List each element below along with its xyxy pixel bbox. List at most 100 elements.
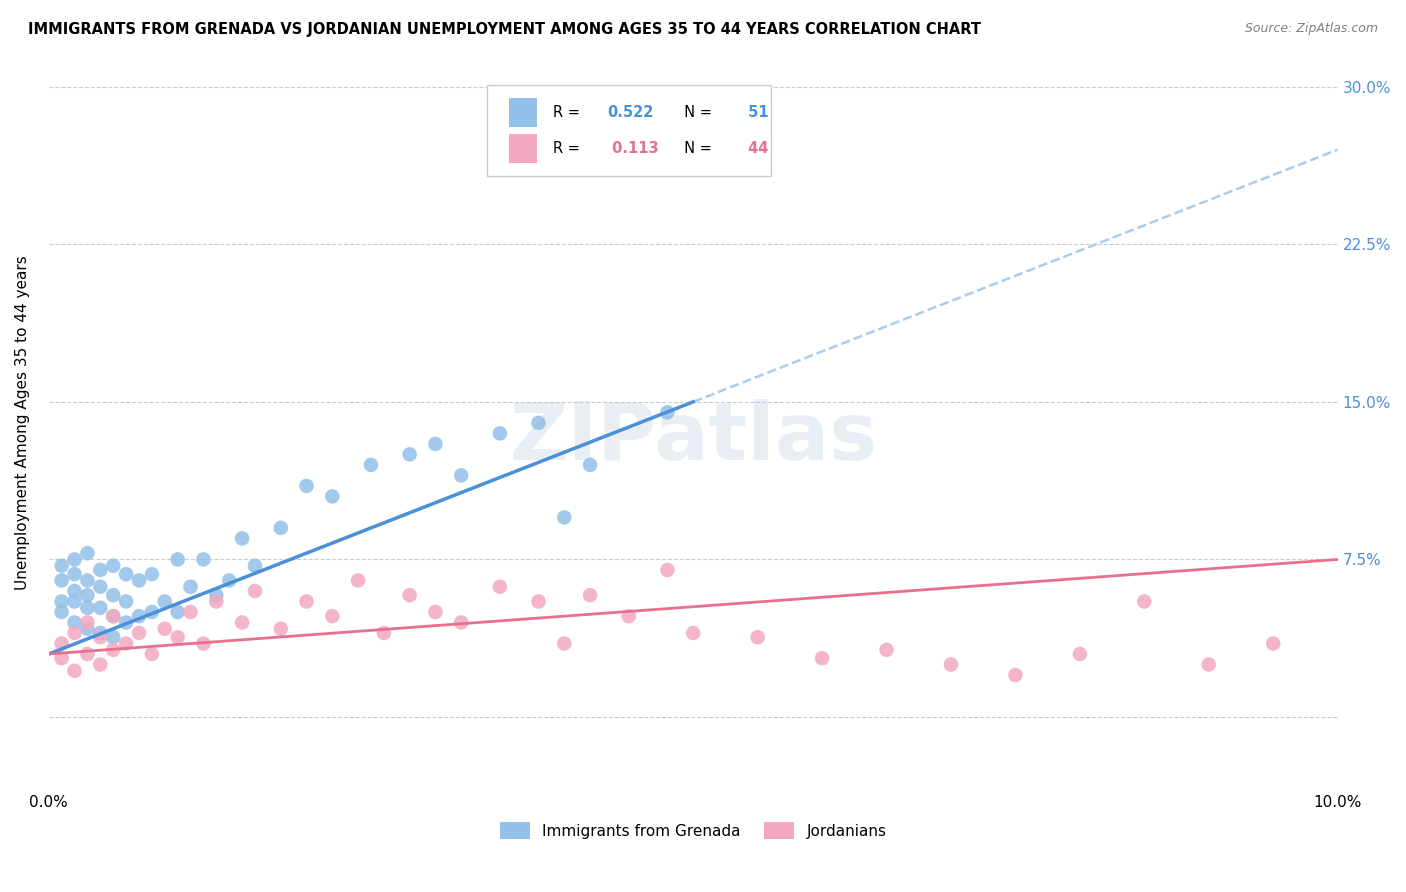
Point xyxy=(193,552,215,566)
Point xyxy=(553,636,575,650)
FancyBboxPatch shape xyxy=(509,134,537,163)
Point xyxy=(63,664,86,678)
Point xyxy=(153,622,176,636)
Point xyxy=(76,647,98,661)
Point xyxy=(231,615,253,630)
Text: ZIPatlas: ZIPatlas xyxy=(509,399,877,476)
Text: R =: R = xyxy=(553,141,585,156)
Y-axis label: Unemployment Among Ages 35 to 44 years: Unemployment Among Ages 35 to 44 years xyxy=(15,255,30,591)
Point xyxy=(489,580,512,594)
FancyBboxPatch shape xyxy=(486,85,770,177)
Text: 0.522: 0.522 xyxy=(607,105,654,120)
Point xyxy=(1198,657,1220,672)
Point xyxy=(76,622,98,636)
Point xyxy=(347,574,370,588)
Point xyxy=(63,584,86,599)
Point xyxy=(747,630,769,644)
Point xyxy=(450,615,472,630)
Point xyxy=(180,580,202,594)
Point xyxy=(205,594,228,608)
Point xyxy=(103,642,125,657)
Point xyxy=(270,622,292,636)
Point xyxy=(295,594,318,608)
Point xyxy=(103,609,125,624)
Point xyxy=(270,521,292,535)
Point xyxy=(527,594,550,608)
Text: IMMIGRANTS FROM GRENADA VS JORDANIAN UNEMPLOYMENT AMONG AGES 35 TO 44 YEARS CORR: IMMIGRANTS FROM GRENADA VS JORDANIAN UNE… xyxy=(28,22,981,37)
Text: 44: 44 xyxy=(744,141,769,156)
Point xyxy=(657,405,679,419)
Point xyxy=(876,642,898,657)
FancyBboxPatch shape xyxy=(509,98,537,128)
Point xyxy=(115,615,138,630)
Point xyxy=(89,600,111,615)
Point xyxy=(103,588,125,602)
Point xyxy=(360,458,382,472)
Point xyxy=(579,458,602,472)
Point xyxy=(450,468,472,483)
Point xyxy=(617,609,640,624)
Text: R =: R = xyxy=(553,105,585,120)
Point xyxy=(153,594,176,608)
Point xyxy=(51,558,73,573)
Point xyxy=(63,615,86,630)
Point xyxy=(103,609,125,624)
Point xyxy=(103,630,125,644)
Point xyxy=(321,609,343,624)
Point xyxy=(398,447,420,461)
Point xyxy=(128,574,150,588)
Point xyxy=(63,567,86,582)
Text: 51: 51 xyxy=(744,105,769,120)
Text: N =: N = xyxy=(675,141,717,156)
Text: Source: ZipAtlas.com: Source: ZipAtlas.com xyxy=(1244,22,1378,36)
Point xyxy=(141,605,163,619)
Point xyxy=(103,558,125,573)
Point xyxy=(218,574,240,588)
Point xyxy=(63,626,86,640)
Legend: Immigrants from Grenada, Jordanians: Immigrants from Grenada, Jordanians xyxy=(494,815,893,846)
Point xyxy=(89,580,111,594)
Point xyxy=(166,552,188,566)
Point xyxy=(76,546,98,560)
Point xyxy=(579,588,602,602)
Point xyxy=(115,567,138,582)
Point xyxy=(1263,636,1285,650)
Point xyxy=(425,605,447,619)
Point xyxy=(51,605,73,619)
Point xyxy=(51,594,73,608)
Point xyxy=(115,594,138,608)
Point xyxy=(243,584,266,599)
Point xyxy=(425,437,447,451)
Point xyxy=(89,563,111,577)
Point xyxy=(657,563,679,577)
Point xyxy=(51,574,73,588)
Point xyxy=(63,552,86,566)
Point xyxy=(1069,647,1091,661)
Point xyxy=(76,588,98,602)
Point xyxy=(128,626,150,640)
Point xyxy=(63,594,86,608)
Point xyxy=(51,636,73,650)
Point xyxy=(373,626,395,640)
Point xyxy=(89,626,111,640)
Point xyxy=(76,615,98,630)
Point xyxy=(489,426,512,441)
Point xyxy=(89,630,111,644)
Point xyxy=(295,479,318,493)
Point xyxy=(141,567,163,582)
Point xyxy=(180,605,202,619)
Point xyxy=(166,605,188,619)
Point xyxy=(527,416,550,430)
Point xyxy=(811,651,834,665)
Text: 0.113: 0.113 xyxy=(607,141,658,156)
Point xyxy=(398,588,420,602)
Point xyxy=(553,510,575,524)
Point xyxy=(76,600,98,615)
Point xyxy=(141,647,163,661)
Point xyxy=(1004,668,1026,682)
Point xyxy=(527,143,550,157)
Point xyxy=(1133,594,1156,608)
Point xyxy=(193,636,215,650)
Point xyxy=(682,626,704,640)
Text: N =: N = xyxy=(675,105,717,120)
